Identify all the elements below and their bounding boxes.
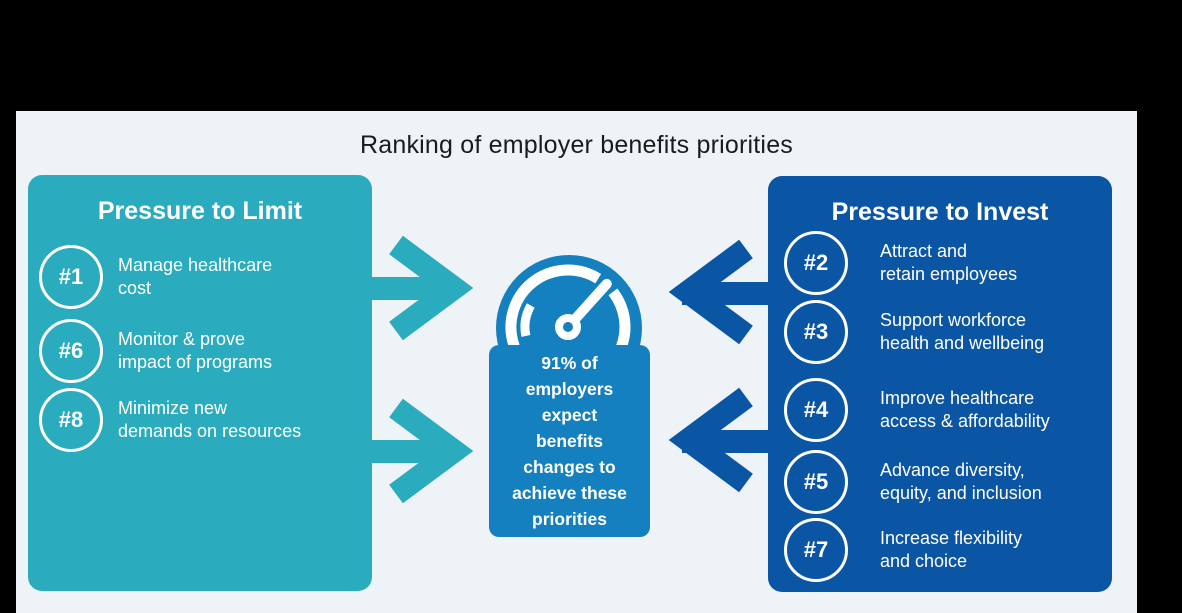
- pressure-to-invest-panel: Pressure to Invest #2 Attract and retain…: [768, 176, 1112, 592]
- rank-badge: #5: [784, 450, 848, 514]
- statistic-text: 91% of employers expect benefits changes…: [512, 353, 627, 529]
- rank-badge: #4: [784, 378, 848, 442]
- list-item: #2 Attract and retain employees: [768, 231, 1112, 295]
- list-item: #1 Manage healthcare cost: [28, 245, 372, 309]
- page-title: Ranking of employer benefits priorities: [359, 131, 793, 159]
- arrow-right-icon: [372, 235, 482, 341]
- arrow-left-icon: [662, 239, 772, 345]
- arrow-right-icon: [372, 398, 482, 504]
- item-label: Increase flexibility and choice: [880, 528, 1023, 571]
- left-panel-title: Pressure to Limit: [97, 197, 303, 225]
- list-item: #8 Minimize new demands on resources: [28, 388, 372, 452]
- item-label: Attract and retain employees: [880, 241, 1018, 284]
- rank-badge: #1: [39, 245, 103, 309]
- rank-badge: #3: [784, 300, 848, 364]
- list-item: #7 Increase flexibility and choice: [768, 518, 1112, 582]
- item-label: Monitor & prove impact of programs: [118, 329, 273, 372]
- pressure-to-limit-panel: Pressure to Limit #1 Manage healthcare c…: [28, 175, 372, 591]
- item-label: Improve healthcare access & affordabilit…: [880, 388, 1050, 431]
- rank-badge: #2: [784, 231, 848, 295]
- item-label: Minimize new demands on resources: [118, 398, 302, 441]
- infographic-canvas: Ranking of employer benefits priorities …: [16, 111, 1137, 613]
- rank-badge: #8: [39, 388, 103, 452]
- center-callout: 91% of employers expect benefits changes…: [489, 345, 650, 537]
- list-item: #4 Improve healthcare access & affordabi…: [768, 378, 1112, 442]
- list-item: #5 Advance diversity, equity, and inclus…: [768, 450, 1112, 514]
- rank-badge: #6: [39, 319, 103, 383]
- item-label: Manage healthcare cost: [118, 255, 273, 298]
- rank-badge: #7: [784, 518, 848, 582]
- arrow-left-icon: [662, 387, 772, 493]
- list-item: #6 Monitor & prove impact of programs: [28, 319, 372, 383]
- item-label: Support workforce health and wellbeing: [880, 310, 1045, 353]
- item-label: Advance diversity, equity, and inclusion: [880, 460, 1042, 503]
- list-item: #3 Support workforce health and wellbein…: [768, 300, 1112, 364]
- right-panel-title: Pressure to Invest: [831, 198, 1049, 226]
